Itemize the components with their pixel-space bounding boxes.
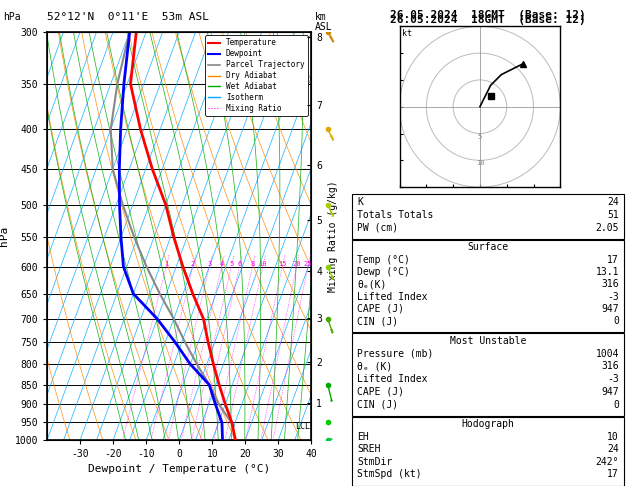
Text: ASL: ASL — [314, 22, 332, 32]
Text: CAPE (J): CAPE (J) — [357, 387, 404, 397]
Text: 316: 316 — [601, 362, 619, 371]
Text: Temp (°C): Temp (°C) — [357, 255, 410, 265]
Text: 1004: 1004 — [596, 348, 619, 359]
Text: Pressure (mb): Pressure (mb) — [357, 348, 433, 359]
Text: 52°12'N  0°11'E  53m ASL: 52°12'N 0°11'E 53m ASL — [47, 12, 209, 22]
Text: 4: 4 — [220, 260, 224, 267]
Text: θₑ (K): θₑ (K) — [357, 362, 392, 371]
Text: Dewp (°C): Dewp (°C) — [357, 267, 410, 277]
Text: SREH: SREH — [357, 444, 381, 454]
Text: 13.1: 13.1 — [596, 267, 619, 277]
Text: -3: -3 — [607, 292, 619, 302]
X-axis label: Dewpoint / Temperature (°C): Dewpoint / Temperature (°C) — [88, 465, 270, 474]
Text: 15: 15 — [278, 260, 287, 267]
Text: 947: 947 — [601, 304, 619, 314]
Text: 24: 24 — [607, 444, 619, 454]
Text: 10: 10 — [259, 260, 267, 267]
Text: CAPE (J): CAPE (J) — [357, 304, 404, 314]
Text: 8: 8 — [250, 260, 255, 267]
Text: 25: 25 — [304, 260, 312, 267]
Text: 2.05: 2.05 — [596, 223, 619, 233]
Text: CIN (J): CIN (J) — [357, 399, 398, 410]
Text: 3: 3 — [208, 260, 211, 267]
Text: 316: 316 — [601, 279, 619, 289]
Text: 0: 0 — [613, 399, 619, 410]
Text: hPa: hPa — [3, 12, 21, 22]
Text: 5: 5 — [478, 134, 482, 139]
Text: PW (cm): PW (cm) — [357, 223, 398, 233]
Text: StmDir: StmDir — [357, 457, 392, 467]
Y-axis label: hPa: hPa — [0, 226, 9, 246]
Text: © weatheronline.co.uk: © weatheronline.co.uk — [352, 473, 457, 483]
Text: 26.05.2024  18GMT  (Base: 12): 26.05.2024 18GMT (Base: 12) — [389, 10, 586, 20]
Text: 10: 10 — [476, 160, 484, 166]
Text: 6: 6 — [237, 260, 242, 267]
Text: 5: 5 — [229, 260, 233, 267]
Text: 24: 24 — [607, 197, 619, 207]
Text: CIN (J): CIN (J) — [357, 316, 398, 326]
Y-axis label: Mixing Ratio (g/kg): Mixing Ratio (g/kg) — [328, 180, 338, 292]
Text: θₑ(K): θₑ(K) — [357, 279, 387, 289]
Text: 26.05.2024  18GMT  (Base: 12): 26.05.2024 18GMT (Base: 12) — [389, 15, 586, 24]
Legend: Temperature, Dewpoint, Parcel Trajectory, Dry Adiabat, Wet Adiabat, Isotherm, Mi: Temperature, Dewpoint, Parcel Trajectory… — [205, 35, 308, 116]
Text: Surface: Surface — [467, 243, 509, 253]
Text: km: km — [314, 12, 326, 22]
Text: Totals Totals: Totals Totals — [357, 210, 433, 220]
Text: 10: 10 — [607, 432, 619, 442]
Text: K: K — [357, 197, 363, 207]
Text: StmSpd (kt): StmSpd (kt) — [357, 469, 422, 479]
Text: Lifted Index: Lifted Index — [357, 374, 428, 384]
Text: 947: 947 — [601, 387, 619, 397]
Text: 51: 51 — [607, 210, 619, 220]
Text: 17: 17 — [607, 255, 619, 265]
Text: kt: kt — [402, 29, 412, 38]
Text: 20: 20 — [292, 260, 301, 267]
Text: Lifted Index: Lifted Index — [357, 292, 428, 302]
Text: Most Unstable: Most Unstable — [450, 336, 526, 346]
Text: 0: 0 — [613, 316, 619, 326]
Text: 2: 2 — [191, 260, 195, 267]
Text: EH: EH — [357, 432, 369, 442]
Text: LCL: LCL — [296, 422, 310, 431]
Text: 1: 1 — [164, 260, 169, 267]
Text: 17: 17 — [607, 469, 619, 479]
Text: -3: -3 — [607, 374, 619, 384]
Text: Hodograph: Hodograph — [462, 419, 515, 430]
Text: 242°: 242° — [596, 457, 619, 467]
